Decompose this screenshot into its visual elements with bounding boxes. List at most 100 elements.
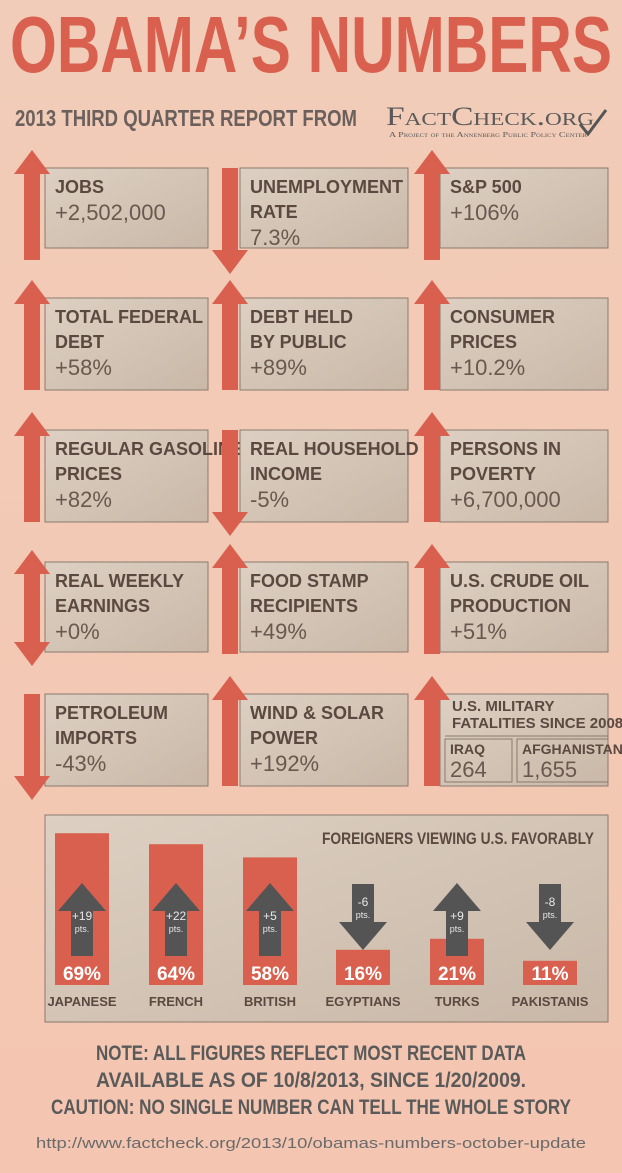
favorability-title: FOREIGNERS VIEWING U.S. FAVORABLY (322, 829, 595, 848)
stat-label: FATALITIES SINCE 2008 (452, 715, 622, 732)
stat-value: +0% (55, 619, 100, 644)
stat-value: +6,700,000 (450, 487, 561, 512)
stat-value: +106% (450, 200, 519, 225)
subtitle: 2013 THIRD QUARTER REPORT FROM (15, 105, 357, 131)
stat-box (239, 297, 409, 391)
arrow (414, 676, 450, 786)
stat-label: WIND & SOLAR (250, 703, 384, 723)
change-unit: pts. (75, 924, 90, 934)
change-unit: pts. (169, 924, 184, 934)
stat-label: POVERTY (450, 464, 536, 484)
stat-label: U.S. CRUDE OIL (450, 571, 589, 591)
bar-label: 21% (438, 964, 476, 985)
arrow (212, 280, 248, 390)
stat-box (439, 561, 609, 653)
change-unit: pts. (356, 910, 371, 920)
sub-value: 264 (450, 757, 487, 782)
stat-label: REAL HOUSEHOLD (250, 439, 419, 459)
stat-label: BY PUBLIC (250, 332, 347, 352)
bar-label: 58% (251, 964, 289, 985)
bar-label: 64% (157, 964, 195, 985)
stat-box (239, 429, 409, 523)
stat-value: +49% (250, 619, 307, 644)
stat-value: +58% (55, 355, 112, 380)
arrow (212, 676, 248, 786)
stat-box (439, 297, 609, 391)
arrow (414, 412, 450, 522)
stat-label: TOTAL FEDERAL (55, 307, 203, 327)
stat-box (44, 297, 209, 391)
stat-value: +10.2% (450, 355, 525, 380)
stat-value: -43% (55, 751, 106, 776)
stat-label: IMPORTS (55, 728, 137, 748)
logo-tagline: A Project of the Annenberg Public Policy… (389, 130, 588, 139)
change-value: +19 (72, 909, 93, 923)
arrow (14, 550, 50, 666)
bar (336, 949, 390, 985)
stat-value: +2,502,000 (55, 200, 166, 225)
change-unit: pts. (450, 924, 465, 934)
arrow (14, 280, 50, 390)
stat-label: DEBT HELD (250, 307, 353, 327)
arrow (212, 430, 248, 536)
stat-label: PRICES (55, 464, 122, 484)
stat-value: +89% (250, 355, 307, 380)
change-arrow (58, 883, 106, 956)
stat-label: PERSONS IN (450, 439, 561, 459)
stat-box (44, 167, 209, 249)
category-label: BRITISH (244, 994, 296, 1009)
stat-value: 7.3% (250, 225, 300, 250)
note: CAUTION: NO SINGLE NUMBER CAN TELL THE W… (51, 1096, 571, 1119)
stat-label: U.S. MILITARY (452, 698, 555, 715)
stat-label: CONSUMER (450, 307, 555, 327)
logo: FactCheck.org (386, 102, 594, 131)
stat-label: FOOD STAMP (250, 571, 369, 591)
sub-value: 1,655 (522, 757, 577, 782)
sub-box (516, 738, 609, 783)
stat-label: PRICES (450, 332, 517, 352)
stat-label: S&P 500 (450, 177, 522, 197)
category-label: PAKISTANIS (512, 994, 589, 1009)
change-unit: pts. (263, 924, 278, 934)
change-arrow (339, 884, 387, 950)
change-value: +9 (450, 909, 464, 923)
stat-label: EARNINGS (55, 596, 150, 616)
stat-value: +51% (450, 619, 507, 644)
stat-label: PETROLEUM (55, 703, 168, 723)
url: http://www.factcheck.org/2013/10/obamas-… (36, 1135, 586, 1152)
stat-value: +82% (55, 487, 112, 512)
category-label: EGYPTIANS (325, 994, 400, 1009)
arrow (212, 544, 248, 654)
arrow (414, 280, 450, 390)
stat-label: DEBT (55, 332, 104, 352)
change-value: -6 (358, 895, 369, 909)
note: NOTE: ALL FIGURES REFLECT MOST RECENT DA… (96, 1042, 526, 1065)
arrow (414, 544, 450, 654)
change-value: +22 (166, 909, 187, 923)
stat-label: JOBS (55, 177, 104, 197)
stat-box (239, 167, 409, 249)
change-arrow (526, 884, 574, 950)
arrow (14, 694, 50, 800)
stat-box (239, 693, 409, 787)
stat-box (44, 429, 209, 523)
stat-label: UNEMPLOYMENT (250, 177, 403, 197)
stat-value: +192% (250, 751, 319, 776)
note: AVAILABLE AS OF 10/8/2013, SINCE 1/20/20… (96, 1069, 526, 1092)
logo-check (578, 109, 608, 137)
stat-box (44, 561, 209, 653)
bar (523, 960, 577, 985)
change-arrow (246, 883, 294, 956)
arrow (14, 412, 50, 522)
title: OBAMA’S NUMBERS (10, 0, 612, 89)
bar-label: 11% (532, 964, 569, 985)
stat-label: RECIPIENTS (250, 596, 358, 616)
stat-label: INCOME (250, 464, 322, 484)
stat-label: POWER (250, 728, 318, 748)
change-value: -8 (545, 895, 556, 909)
category-label: JAPANESE (47, 994, 116, 1009)
change-value: +5 (263, 909, 277, 923)
stat-box (239, 561, 409, 653)
